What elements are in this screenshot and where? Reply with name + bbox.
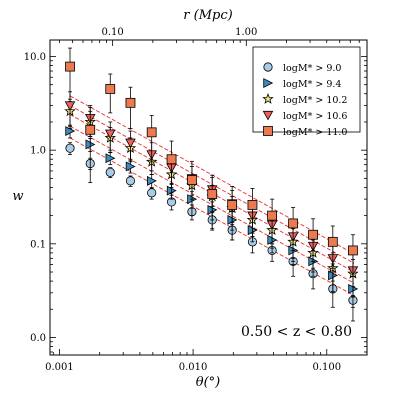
y-tick-label-0: 0.0 bbox=[30, 333, 46, 344]
data-point bbox=[146, 175, 157, 186]
x-axis-label: θ(°) bbox=[196, 375, 220, 390]
data-point bbox=[105, 84, 116, 94]
series-layer bbox=[64, 47, 359, 322]
data-point bbox=[247, 200, 258, 210]
top-axis-label: r (Mpc) bbox=[183, 8, 232, 23]
axes-layer: 0.001 0.010 0.100 0.0 0.1 1.0 10.0 0.10 1.00 bbox=[24, 27, 368, 373]
data-point bbox=[125, 97, 136, 108]
legend-label-2: logM* > 10.2 bbox=[283, 95, 347, 106]
data-point bbox=[207, 189, 218, 199]
y-tick-label-3: 10.0 bbox=[24, 52, 46, 63]
plot-frame bbox=[49, 39, 368, 356]
data-point bbox=[187, 175, 197, 185]
data-point bbox=[348, 245, 358, 256]
data-point bbox=[105, 153, 116, 164]
x-tick-label-0: 0.001 bbox=[45, 362, 74, 373]
data-point bbox=[125, 161, 136, 172]
legend: logM* > 9.0 logM* > 9.4 logM* > 10.2 log… bbox=[252, 46, 361, 138]
legend-marker-0 bbox=[263, 62, 273, 72]
x-tick-label-2: 0.100 bbox=[312, 362, 341, 373]
data-point bbox=[227, 200, 238, 210]
redshift-annotation: 0.50 < z < 0.80 bbox=[241, 324, 352, 340]
data-point bbox=[105, 167, 115, 177]
y-tick-label-2: 1.0 bbox=[30, 146, 46, 157]
data-point bbox=[327, 236, 338, 247]
series-4 bbox=[65, 47, 358, 277]
data-point bbox=[147, 188, 157, 198]
data-point bbox=[125, 138, 136, 149]
data-point bbox=[267, 210, 278, 221]
legend-label-3: logM* > 10.6 bbox=[283, 111, 347, 122]
data-point bbox=[146, 127, 157, 138]
data-point bbox=[85, 124, 96, 135]
legend-marker-4 bbox=[263, 126, 273, 136]
top-tick-label-1: 1.00 bbox=[235, 27, 257, 38]
top-tick-label-0: 0.10 bbox=[101, 27, 123, 38]
legend-marker-2 bbox=[262, 92, 274, 104]
data-point bbox=[104, 129, 116, 140]
x-tick-label-1: 0.010 bbox=[179, 362, 208, 373]
y-tick-label-1: 0.1 bbox=[30, 239, 46, 250]
legend-label-4: logM* > 11.0 bbox=[283, 127, 347, 138]
legend-marker-3 bbox=[262, 110, 274, 121]
data-point bbox=[65, 143, 75, 153]
legend-label-1: logM* > 9.4 bbox=[283, 79, 341, 90]
data-point bbox=[166, 154, 177, 165]
y-axis-label: w bbox=[12, 189, 23, 204]
legend-marker-1 bbox=[263, 78, 274, 88]
data-point bbox=[125, 176, 136, 186]
data-point bbox=[308, 229, 318, 240]
data-point bbox=[288, 218, 299, 229]
legend-label-0: logM* > 9.0 bbox=[283, 63, 341, 74]
legend-markers bbox=[262, 62, 274, 136]
data-point bbox=[65, 61, 75, 72]
legend-box bbox=[252, 46, 361, 133]
